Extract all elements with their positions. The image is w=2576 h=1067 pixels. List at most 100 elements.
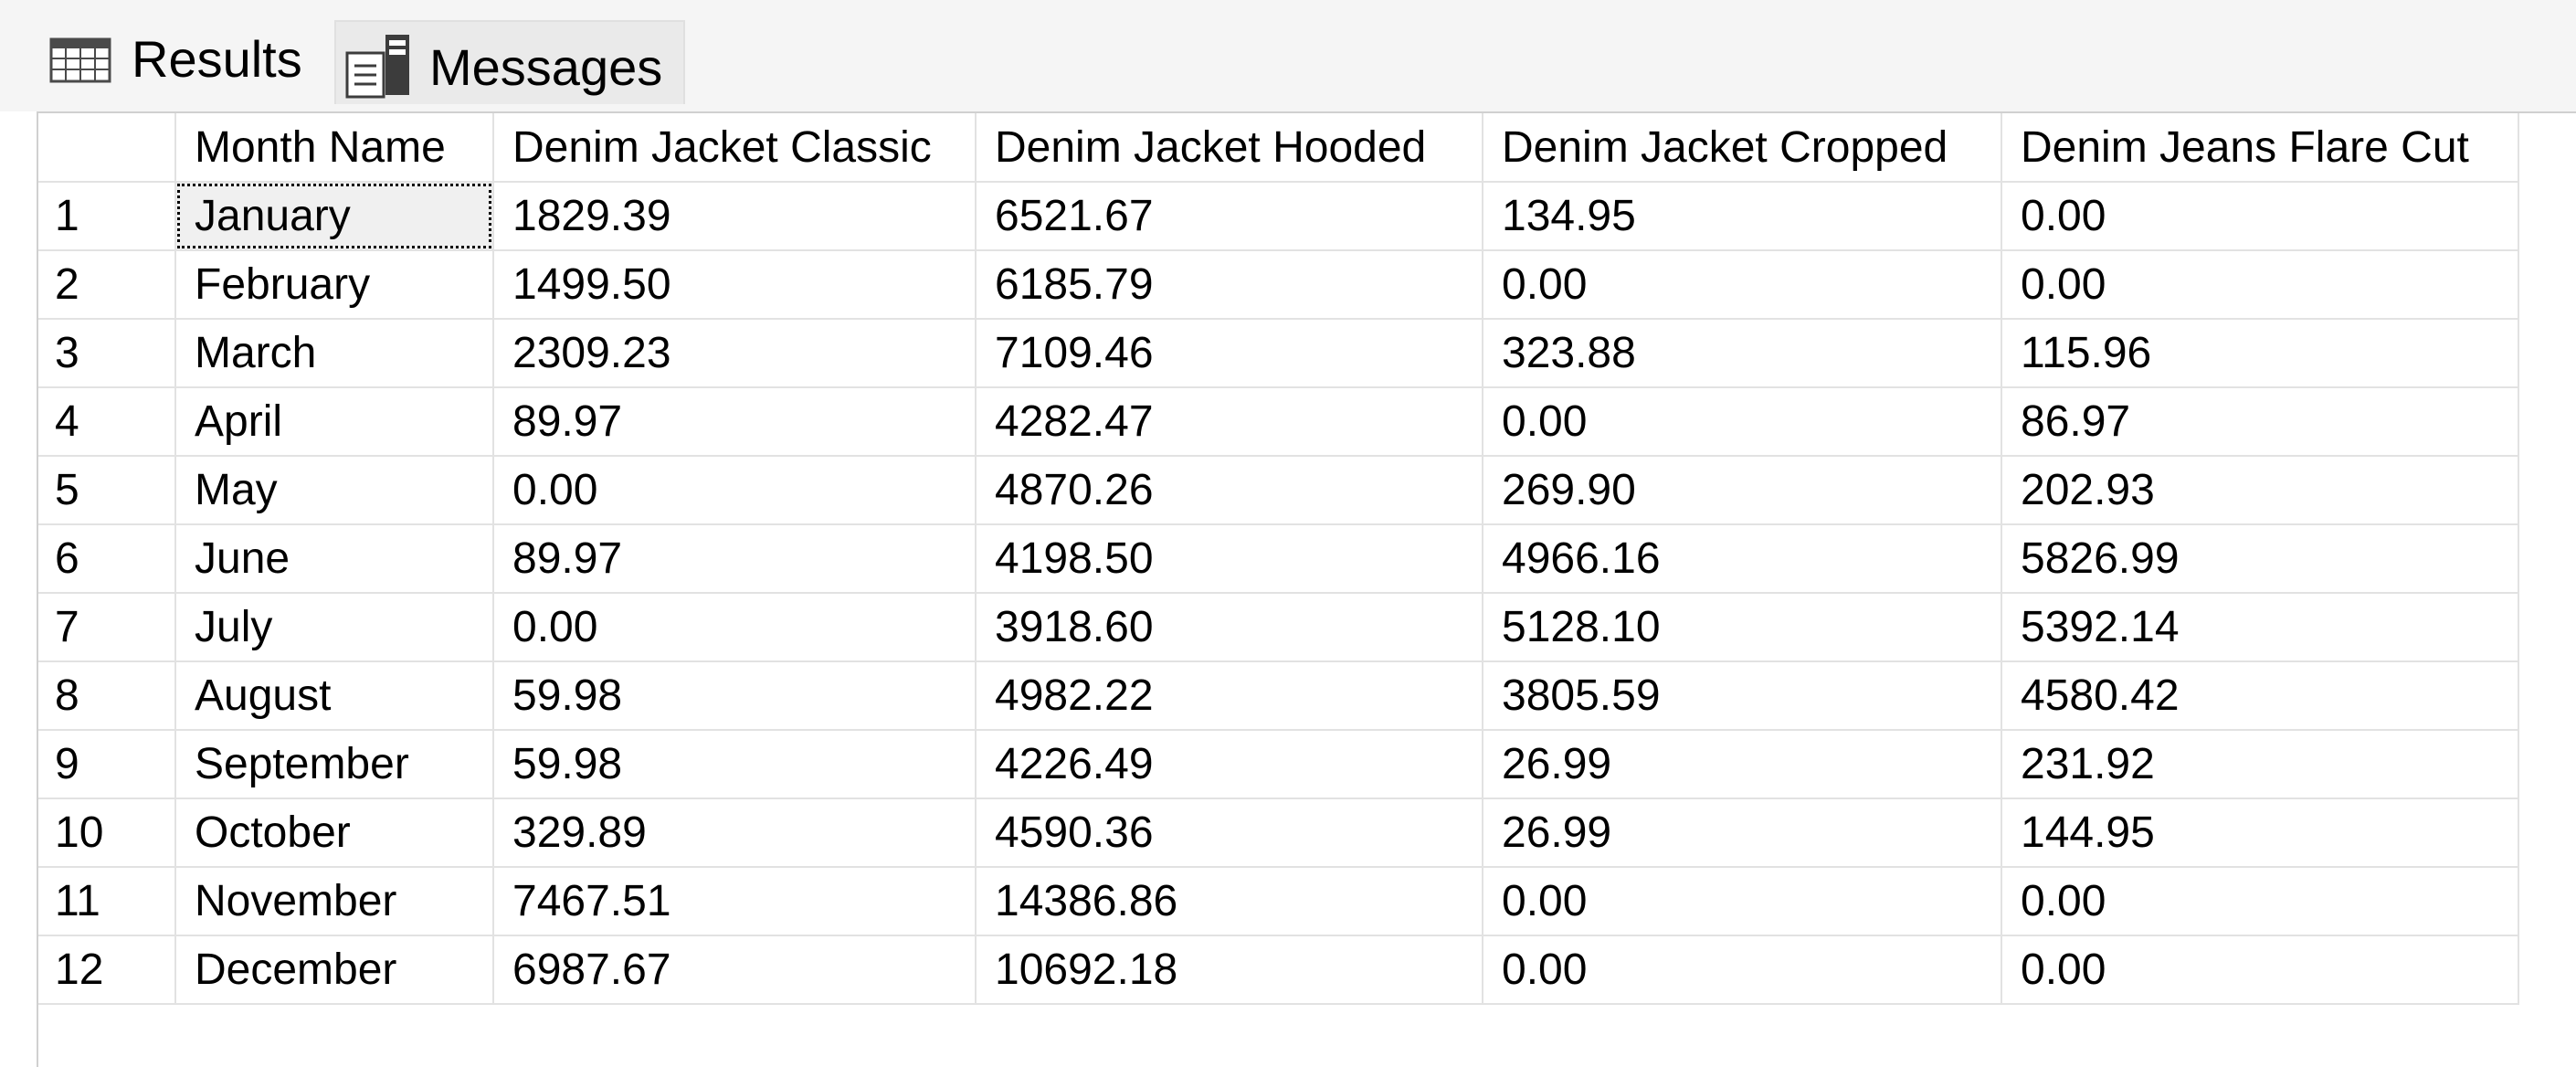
row-number-cell[interactable]: 12 [38, 935, 176, 1005]
table-row: 12 December 6987.67 10692.18 0.00 0.00 [38, 935, 2519, 1005]
table-row: 1 January 1829.39 6521.67 134.95 0.00 [38, 182, 2519, 251]
month-name-cell[interactable]: December [175, 935, 494, 1005]
denim-jacket-cropped-cell[interactable]: 26.99 [1483, 798, 2002, 868]
denim-jacket-cropped-cell[interactable]: 5128.10 [1483, 593, 2002, 662]
grid-body: 1 January 1829.39 6521.67 134.95 0.00 2 Februar… [38, 182, 2519, 1005]
grid-header-row: Month Name Denim Jacket Classic Denim Ja… [38, 113, 2519, 183]
row-number-cell[interactable]: 2 [38, 250, 176, 320]
denim-jacket-cropped-cell[interactable]: 0.00 [1483, 867, 2002, 936]
row-number-cell[interactable]: 9 [38, 730, 176, 799]
denim-jacket-classic-cell[interactable]: 2309.23 [493, 319, 977, 388]
table-row: 8 August 59.98 4982.22 3805.59 4580.42 [38, 661, 2519, 731]
row-number-cell[interactable]: 3 [38, 319, 176, 388]
denim-jeans-flare-cut-cell[interactable]: 115.96 [2001, 319, 2519, 388]
denim-jacket-cropped-cell[interactable]: 134.95 [1483, 182, 2002, 251]
table-row: 9 September 59.98 4226.49 26.99 231.92 [38, 730, 2519, 799]
denim-jeans-flare-cut-cell[interactable]: 4580.42 [2001, 661, 2519, 731]
table-row: 10 October 329.89 4590.36 26.99 144.95 [38, 798, 2519, 868]
denim-jeans-flare-cut-cell[interactable]: 0.00 [2001, 935, 2519, 1005]
denim-jacket-hooded-cell[interactable]: 3918.60 [976, 593, 1483, 662]
denim-jacket-classic-cell[interactable]: 0.00 [493, 593, 977, 662]
table-row: 3 March 2309.23 7109.46 323.88 115.96 [38, 319, 2519, 388]
denim-jacket-hooded-cell[interactable]: 7109.46 [976, 319, 1483, 388]
month-name-cell[interactable]: January [175, 182, 494, 251]
column-header-denim-jacket-classic[interactable]: Denim Jacket Classic [493, 113, 977, 183]
results-grid-area: Month Name Denim Jacket Classic Denim Ja… [37, 111, 2576, 1067]
denim-jacket-hooded-cell[interactable]: 4282.47 [976, 387, 1483, 457]
denim-jacket-cropped-cell[interactable]: 323.88 [1483, 319, 2002, 388]
tab-messages-label: Messages [429, 38, 663, 96]
row-number-cell[interactable]: 7 [38, 593, 176, 662]
row-number-cell[interactable]: 6 [38, 524, 176, 594]
denim-jacket-hooded-cell[interactable]: 6521.67 [976, 182, 1483, 251]
tab-results[interactable]: Results [37, 20, 329, 104]
results-grid: Month Name Denim Jacket Classic Denim Ja… [38, 113, 2519, 1005]
grid-icon [49, 37, 111, 83]
table-row: 6 June 89.97 4198.50 4966.16 5826.99 [38, 524, 2519, 594]
denim-jacket-classic-cell[interactable]: 89.97 [493, 387, 977, 457]
tab-messages[interactable]: Messages [334, 20, 685, 104]
denim-jacket-classic-cell[interactable]: 7467.51 [493, 867, 977, 936]
denim-jacket-classic-cell[interactable]: 89.97 [493, 524, 977, 594]
denim-jacket-classic-cell[interactable]: 0.00 [493, 456, 977, 525]
messages-document-icon [345, 35, 409, 99]
denim-jacket-cropped-cell[interactable]: 4966.16 [1483, 524, 2002, 594]
month-name-cell[interactable]: August [175, 661, 494, 731]
denim-jacket-classic-cell[interactable]: 6987.67 [493, 935, 977, 1005]
denim-jacket-classic-cell[interactable]: 59.98 [493, 730, 977, 799]
column-header-denim-jacket-cropped[interactable]: Denim Jacket Cropped [1483, 113, 2002, 183]
denim-jacket-hooded-cell[interactable]: 4590.36 [976, 798, 1483, 868]
denim-jacket-hooded-cell[interactable]: 14386.86 [976, 867, 1483, 936]
denim-jeans-flare-cut-cell[interactable]: 5826.99 [2001, 524, 2519, 594]
denim-jacket-hooded-cell[interactable]: 4226.49 [976, 730, 1483, 799]
denim-jacket-classic-cell[interactable]: 329.89 [493, 798, 977, 868]
denim-jacket-cropped-cell[interactable]: 269.90 [1483, 456, 2002, 525]
month-name-cell[interactable]: June [175, 524, 494, 594]
row-number-cell[interactable]: 5 [38, 456, 176, 525]
denim-jacket-cropped-cell[interactable]: 0.00 [1483, 387, 2002, 457]
month-name-cell[interactable]: October [175, 798, 494, 868]
denim-jacket-classic-cell[interactable]: 1499.50 [493, 250, 977, 320]
row-number-cell[interactable]: 11 [38, 867, 176, 936]
denim-jeans-flare-cut-cell[interactable]: 0.00 [2001, 867, 2519, 936]
row-number-cell[interactable]: 10 [38, 798, 176, 868]
denim-jeans-flare-cut-cell[interactable]: 202.93 [2001, 456, 2519, 525]
denim-jacket-hooded-cell[interactable]: 4982.22 [976, 661, 1483, 731]
denim-jeans-flare-cut-cell[interactable]: 231.92 [2001, 730, 2519, 799]
row-number-header[interactable] [38, 113, 176, 183]
row-number-cell[interactable]: 8 [38, 661, 176, 731]
denim-jacket-hooded-cell[interactable]: 6185.79 [976, 250, 1483, 320]
denim-jeans-flare-cut-cell[interactable]: 0.00 [2001, 250, 2519, 320]
denim-jacket-cropped-cell[interactable]: 3805.59 [1483, 661, 2002, 731]
tab-results-label: Results [132, 30, 302, 88]
denim-jacket-cropped-cell[interactable]: 0.00 [1483, 935, 2002, 1005]
denim-jeans-flare-cut-cell[interactable]: 86.97 [2001, 387, 2519, 457]
month-name-cell[interactable]: May [175, 456, 494, 525]
denim-jacket-cropped-cell[interactable]: 26.99 [1483, 730, 2002, 799]
row-number-cell[interactable]: 4 [38, 387, 176, 457]
row-number-cell[interactable]: 1 [38, 182, 176, 251]
table-row: 4 April 89.97 4282.47 0.00 86.97 [38, 387, 2519, 457]
denim-jacket-hooded-cell[interactable]: 4870.26 [976, 456, 1483, 525]
denim-jacket-hooded-cell[interactable]: 4198.50 [976, 524, 1483, 594]
table-row: 2 February 1499.50 6185.79 0.00 0.00 [38, 250, 2519, 320]
month-name-cell[interactable]: February [175, 250, 494, 320]
column-header-denim-jacket-hooded[interactable]: Denim Jacket Hooded [976, 113, 1483, 183]
month-name-cell[interactable]: July [175, 593, 494, 662]
denim-jeans-flare-cut-cell[interactable]: 144.95 [2001, 798, 2519, 868]
table-row: 5 May 0.00 4870.26 269.90 202.93 [38, 456, 2519, 525]
month-name-cell[interactable]: March [175, 319, 494, 388]
denim-jeans-flare-cut-cell[interactable]: 5392.14 [2001, 593, 2519, 662]
table-row: 11 November 7467.51 14386.86 0.00 0.00 [38, 867, 2519, 936]
month-name-cell[interactable]: September [175, 730, 494, 799]
denim-jeans-flare-cut-cell[interactable]: 0.00 [2001, 182, 2519, 251]
column-header-month-name[interactable]: Month Name [175, 113, 494, 183]
denim-jacket-classic-cell[interactable]: 59.98 [493, 661, 977, 731]
denim-jacket-cropped-cell[interactable]: 0.00 [1483, 250, 2002, 320]
column-header-denim-jeans-flare-cut[interactable]: Denim Jeans Flare Cut [2001, 113, 2519, 183]
month-name-cell[interactable]: November [175, 867, 494, 936]
table-row: 7 July 0.00 3918.60 5128.10 5392.14 [38, 593, 2519, 662]
denim-jacket-classic-cell[interactable]: 1829.39 [493, 182, 977, 251]
month-name-cell[interactable]: April [175, 387, 494, 457]
denim-jacket-hooded-cell[interactable]: 10692.18 [976, 935, 1483, 1005]
